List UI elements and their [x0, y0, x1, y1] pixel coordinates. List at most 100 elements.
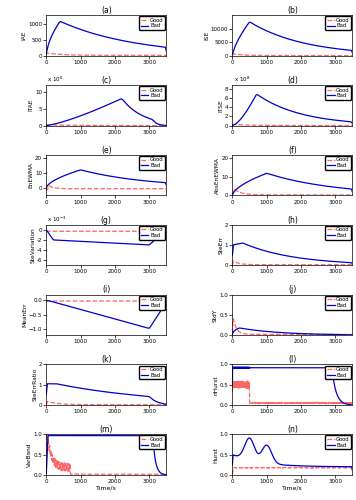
Bad — [44, 227, 48, 233]
Bad — [164, 227, 168, 233]
Bad — [146, 326, 151, 332]
Bad — [255, 364, 260, 370]
Bad — [101, 33, 105, 39]
Text: x 10$^{6}$: x 10$^{6}$ — [47, 75, 64, 85]
Title: (c): (c) — [101, 76, 111, 85]
Good — [255, 52, 260, 59]
Line: Good: Good — [232, 54, 352, 56]
Bad — [341, 185, 345, 191]
Good — [307, 262, 311, 268]
Good — [164, 122, 168, 128]
Bad — [120, 391, 125, 397]
Good — [341, 122, 345, 128]
Title: (b): (b) — [287, 6, 298, 15]
Bad — [120, 96, 125, 102]
Bad — [350, 120, 355, 126]
Bad — [164, 299, 168, 305]
Good — [350, 332, 355, 338]
Bad — [119, 96, 123, 102]
Good — [69, 402, 73, 407]
Y-axis label: ITSE: ITSE — [218, 99, 223, 112]
Good — [120, 122, 125, 128]
Bad — [44, 50, 48, 56]
Good — [88, 471, 92, 477]
Good — [155, 52, 159, 59]
Y-axis label: EnEWMA: EnEWMA — [29, 162, 34, 188]
Line: Good: Good — [46, 434, 166, 474]
Title: (a): (a) — [101, 6, 112, 15]
Good — [155, 471, 159, 477]
Good — [69, 298, 73, 304]
Bad — [164, 122, 168, 128]
Bad — [58, 18, 63, 24]
Legend: Good, Bad: Good, Bad — [325, 296, 351, 310]
Legend: Good, Bad: Good, Bad — [139, 86, 165, 100]
Bad — [164, 402, 168, 407]
Bad — [307, 364, 311, 370]
Good — [69, 471, 73, 477]
Bad — [101, 312, 105, 318]
Text: x 10$^{8}$: x 10$^{8}$ — [234, 75, 250, 85]
Title: (g): (g) — [101, 216, 112, 224]
Bad — [69, 238, 73, 244]
Legend: Good, Bad: Good, Bad — [325, 436, 351, 450]
Good — [307, 332, 311, 338]
Legend: Good, Bad: Good, Bad — [325, 86, 351, 100]
Bad — [155, 179, 159, 185]
Good — [88, 186, 92, 192]
Bad — [155, 43, 159, 49]
Good — [231, 316, 235, 322]
Legend: Good, Bad: Good, Bad — [139, 296, 165, 310]
Good — [120, 402, 125, 407]
Good — [287, 52, 291, 59]
Legend: Good, Bad: Good, Bad — [139, 366, 165, 380]
Bad — [240, 240, 245, 246]
Bad — [44, 184, 48, 190]
Bad — [350, 402, 355, 408]
Bad — [155, 235, 159, 241]
Good — [44, 52, 48, 59]
Bad — [265, 170, 269, 176]
Line: Bad: Bad — [232, 243, 352, 264]
Good — [88, 228, 92, 234]
Good — [44, 228, 48, 234]
Good — [274, 192, 278, 198]
Legend: Good, Bad: Good, Bad — [139, 156, 165, 170]
Line: Good: Good — [232, 124, 352, 126]
Good — [164, 228, 168, 234]
Good — [350, 400, 355, 406]
Line: Good: Good — [232, 189, 352, 195]
Good — [255, 122, 260, 128]
Bad — [115, 240, 120, 246]
Line: Good: Good — [232, 318, 352, 335]
Good — [71, 298, 75, 304]
Title: (k): (k) — [101, 356, 111, 364]
Legend: Good, Bad: Good, Bad — [139, 16, 165, 30]
Bad — [120, 38, 125, 44]
Good — [287, 262, 291, 268]
Bad — [115, 432, 120, 438]
Bad — [302, 112, 306, 117]
Line: Bad: Bad — [46, 22, 166, 54]
Bad — [120, 318, 125, 324]
Legend: Good, Bad: Good, Bad — [139, 436, 165, 450]
Bad — [287, 364, 291, 370]
Line: Bad: Bad — [232, 328, 352, 335]
Bad — [274, 458, 278, 464]
Bad — [44, 392, 48, 398]
Bad — [302, 463, 306, 469]
Good — [115, 471, 120, 477]
Y-axis label: StdY: StdY — [213, 308, 218, 322]
Bad — [350, 332, 355, 338]
Good — [88, 402, 92, 407]
Good — [240, 378, 245, 384]
Bad — [232, 364, 236, 370]
Good — [44, 402, 48, 408]
Y-axis label: nHurst: nHurst — [213, 375, 218, 394]
Good — [69, 52, 73, 58]
Good — [230, 52, 235, 59]
Good — [255, 400, 260, 406]
Bad — [247, 435, 251, 441]
Good — [307, 122, 311, 128]
Title: (h): (h) — [287, 216, 298, 224]
